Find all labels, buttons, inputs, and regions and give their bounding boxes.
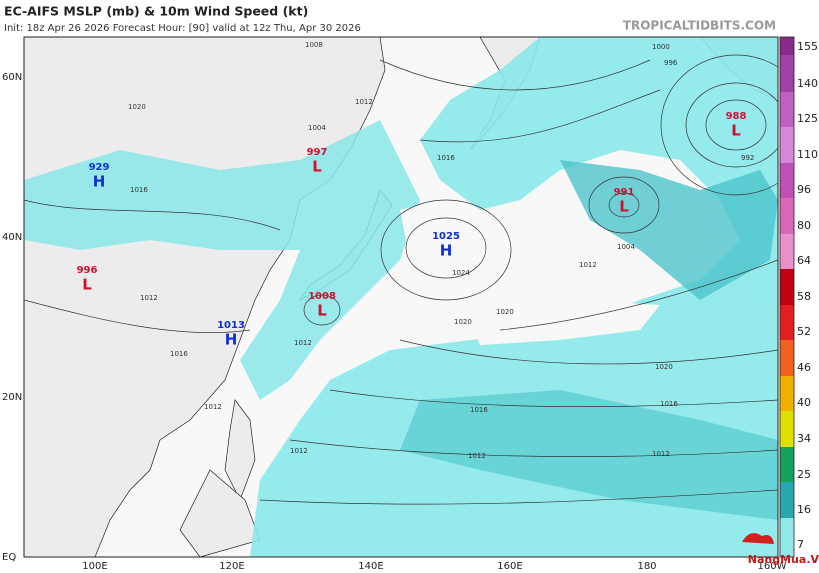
center-letter: L [731, 122, 741, 140]
isobar-label: 1012 [579, 261, 597, 269]
isobar-label: 1000 [652, 43, 670, 51]
isobar-label: 1012 [290, 447, 308, 455]
center-letter: L [312, 158, 322, 176]
lon-label: 120E [219, 561, 244, 572]
colorbar-label: 96 [797, 183, 811, 196]
center-value: 988 [726, 111, 747, 122]
lon-label: 160W [758, 561, 787, 572]
colorbar-label: 7 [797, 538, 804, 551]
watermark-logo [742, 533, 774, 544]
isobar-label: 1020 [496, 308, 514, 316]
isobar-label: 1020 [454, 318, 472, 326]
isobar-label: 1004 [308, 124, 326, 132]
center-value: 997 [307, 147, 328, 158]
colorbar-label: 155 [797, 40, 818, 53]
center-value: 991 [614, 187, 635, 198]
isobar-label: 1012 [355, 98, 373, 106]
lon-label: 160E [497, 561, 522, 572]
calm-area [400, 200, 490, 280]
isobar-label: 1008 [305, 41, 323, 49]
isobar-label: 1020 [128, 103, 146, 111]
isobar-label: 1004 [617, 243, 635, 251]
map-frame [23, 36, 779, 558]
lat-label: EQ [2, 552, 16, 563]
isobar-label: 1012 [140, 294, 158, 302]
colorbar [779, 36, 795, 558]
isobar-label: 1020 [655, 363, 673, 371]
isobars [24, 54, 778, 505]
center-value: 996 [77, 265, 98, 276]
center-value: 1025 [432, 231, 460, 242]
lat-label: 20N [2, 392, 22, 403]
lat-label: 40N [2, 232, 22, 243]
center-letter: L [619, 198, 629, 216]
colorbar-label: 25 [797, 468, 811, 481]
colorbar-label: 125 [797, 112, 818, 125]
lon-label: 180 [637, 561, 656, 572]
colorbar-label: 58 [797, 290, 811, 303]
isobar-label: 1016 [437, 154, 455, 162]
wind-shade [24, 120, 420, 400]
colorbar-label: 64 [797, 254, 811, 267]
lat-label: 60N [2, 72, 22, 83]
isobar-label: 1024 [452, 269, 470, 277]
colorbar-label: 40 [797, 396, 811, 409]
wind-shade [560, 160, 778, 300]
wind-shade [400, 390, 778, 520]
isobar-label: 1012 [294, 339, 312, 347]
center-value: 1013 [217, 320, 245, 331]
site-credit: TROPICALTIDBITS.COM [623, 19, 776, 33]
center-letter: H [225, 331, 238, 349]
isobar-label: 996 [664, 59, 678, 67]
map-area [24, 37, 778, 557]
subtitle: Init: 18z Apr 26 2026 Forecast Hour: [90… [4, 23, 361, 34]
isobar-label: 1012 [468, 452, 486, 460]
isobar-label: 992 [741, 154, 754, 162]
land [179, 469, 261, 557]
colorbar-label: 46 [797, 361, 811, 374]
title: EC-AIFS MSLP (mb) & 10m Wind Speed (kt) [4, 4, 308, 19]
watermark: NangMua.VN [748, 553, 819, 566]
colorbar-label: 140 [797, 77, 818, 90]
colorbar-label: 34 [797, 432, 811, 445]
isobar-label: 1012 [652, 450, 670, 458]
isobar-label: 1016 [130, 186, 148, 194]
center-letter: L [82, 276, 92, 294]
lon-label: 140E [358, 561, 383, 572]
isobar-label: 1016 [170, 350, 188, 358]
colorbar-label: 52 [797, 325, 811, 338]
center-letter: H [93, 173, 106, 191]
isobar-label: 1016 [470, 406, 488, 414]
colorbar-label: 16 [797, 503, 811, 516]
center-letter: L [317, 302, 327, 320]
center-value: 1008 [308, 291, 336, 302]
isobar-label: 1012 [204, 403, 222, 411]
lon-label: 100E [82, 561, 107, 572]
isobar-label: 1016 [660, 400, 678, 408]
colorbar-label: 110 [797, 148, 818, 161]
colorbar-label: 80 [797, 219, 811, 232]
center-letter: H [440, 242, 453, 260]
center-value: 929 [89, 162, 110, 173]
